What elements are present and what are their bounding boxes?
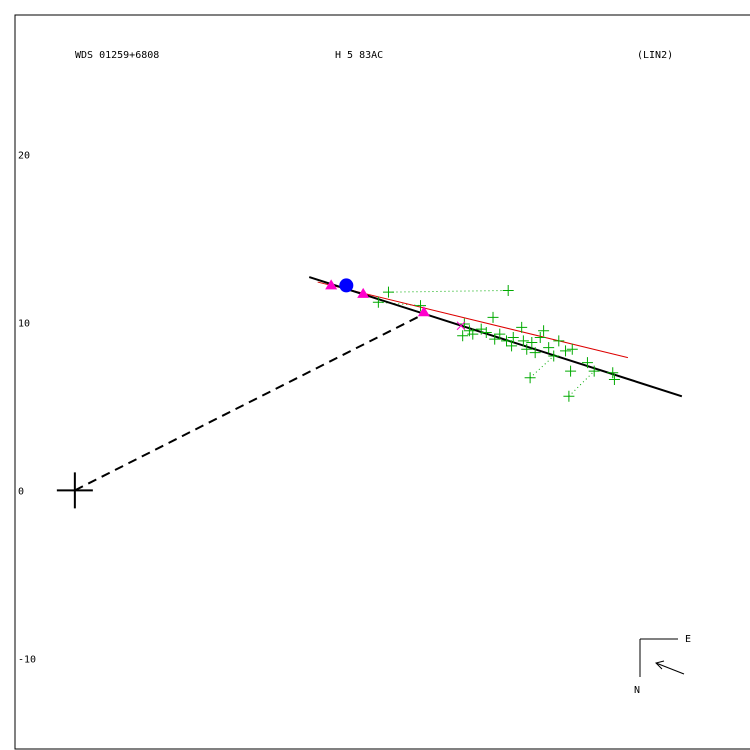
observation-point (457, 330, 469, 342)
x-marker (456, 321, 466, 331)
header-center: H 5 83AC (335, 50, 383, 61)
observation-point (489, 333, 501, 345)
observation-point (415, 300, 427, 312)
observation-point (506, 340, 518, 352)
observation-point (563, 390, 575, 402)
y-tick-label: 10 (18, 318, 30, 329)
linear-fit-line (317, 281, 629, 359)
observation-point (529, 347, 541, 359)
chart-lines (74, 276, 683, 492)
compass-north-label: N (634, 685, 640, 696)
observation-point (588, 365, 600, 377)
motion-arrow-head (655, 660, 665, 670)
observation-point (494, 328, 506, 340)
header-left: WDS 01259+6808 (75, 50, 159, 61)
observation-point (581, 357, 593, 369)
motion-arrow-shaft (655, 662, 685, 675)
observation-point (543, 342, 555, 354)
observation-point (507, 331, 519, 343)
plot-frame (14, 14, 750, 750)
chart-marks (56, 278, 620, 509)
y-tick-label: 0 (18, 486, 24, 497)
observation-point (382, 286, 394, 298)
compass-east-label: E (685, 634, 691, 645)
orbit-line (308, 276, 683, 398)
observation-point (607, 367, 619, 379)
observation-point (487, 311, 499, 323)
observation-point (467, 328, 479, 340)
observation-point (538, 325, 550, 337)
observation-point (521, 343, 533, 355)
observation-point (516, 321, 528, 333)
observation-residual-link (529, 355, 555, 379)
highlight-triangle-marker (417, 306, 430, 317)
observation-point (526, 337, 538, 349)
observation-point (458, 318, 470, 330)
primary-to-companion-dashed-line (74, 311, 428, 492)
observation-point (502, 284, 514, 296)
current-position-marker (339, 278, 354, 293)
y-axis-ticks: 20 10 0 -10 (18, 150, 36, 665)
observation-point (524, 372, 536, 384)
observation-point (566, 343, 578, 355)
y-tick-label: -10 (18, 654, 36, 665)
observation-point (480, 326, 492, 338)
observation-point (372, 296, 384, 308)
observation-point (565, 365, 577, 377)
observation-point (534, 331, 546, 343)
header-right: (LIN2) (637, 50, 673, 61)
highlight-triangle-marker (325, 279, 338, 290)
observation-point (548, 350, 560, 362)
highlight-triangle-marker (357, 287, 370, 298)
y-tick-label: 20 (18, 150, 30, 161)
observation-point (608, 373, 620, 385)
observation-point (501, 335, 513, 347)
compass: E N (634, 634, 691, 696)
observation-point (553, 335, 565, 347)
observation-point (560, 345, 572, 357)
primary-star-marker (56, 472, 93, 509)
observation-point (517, 335, 529, 347)
